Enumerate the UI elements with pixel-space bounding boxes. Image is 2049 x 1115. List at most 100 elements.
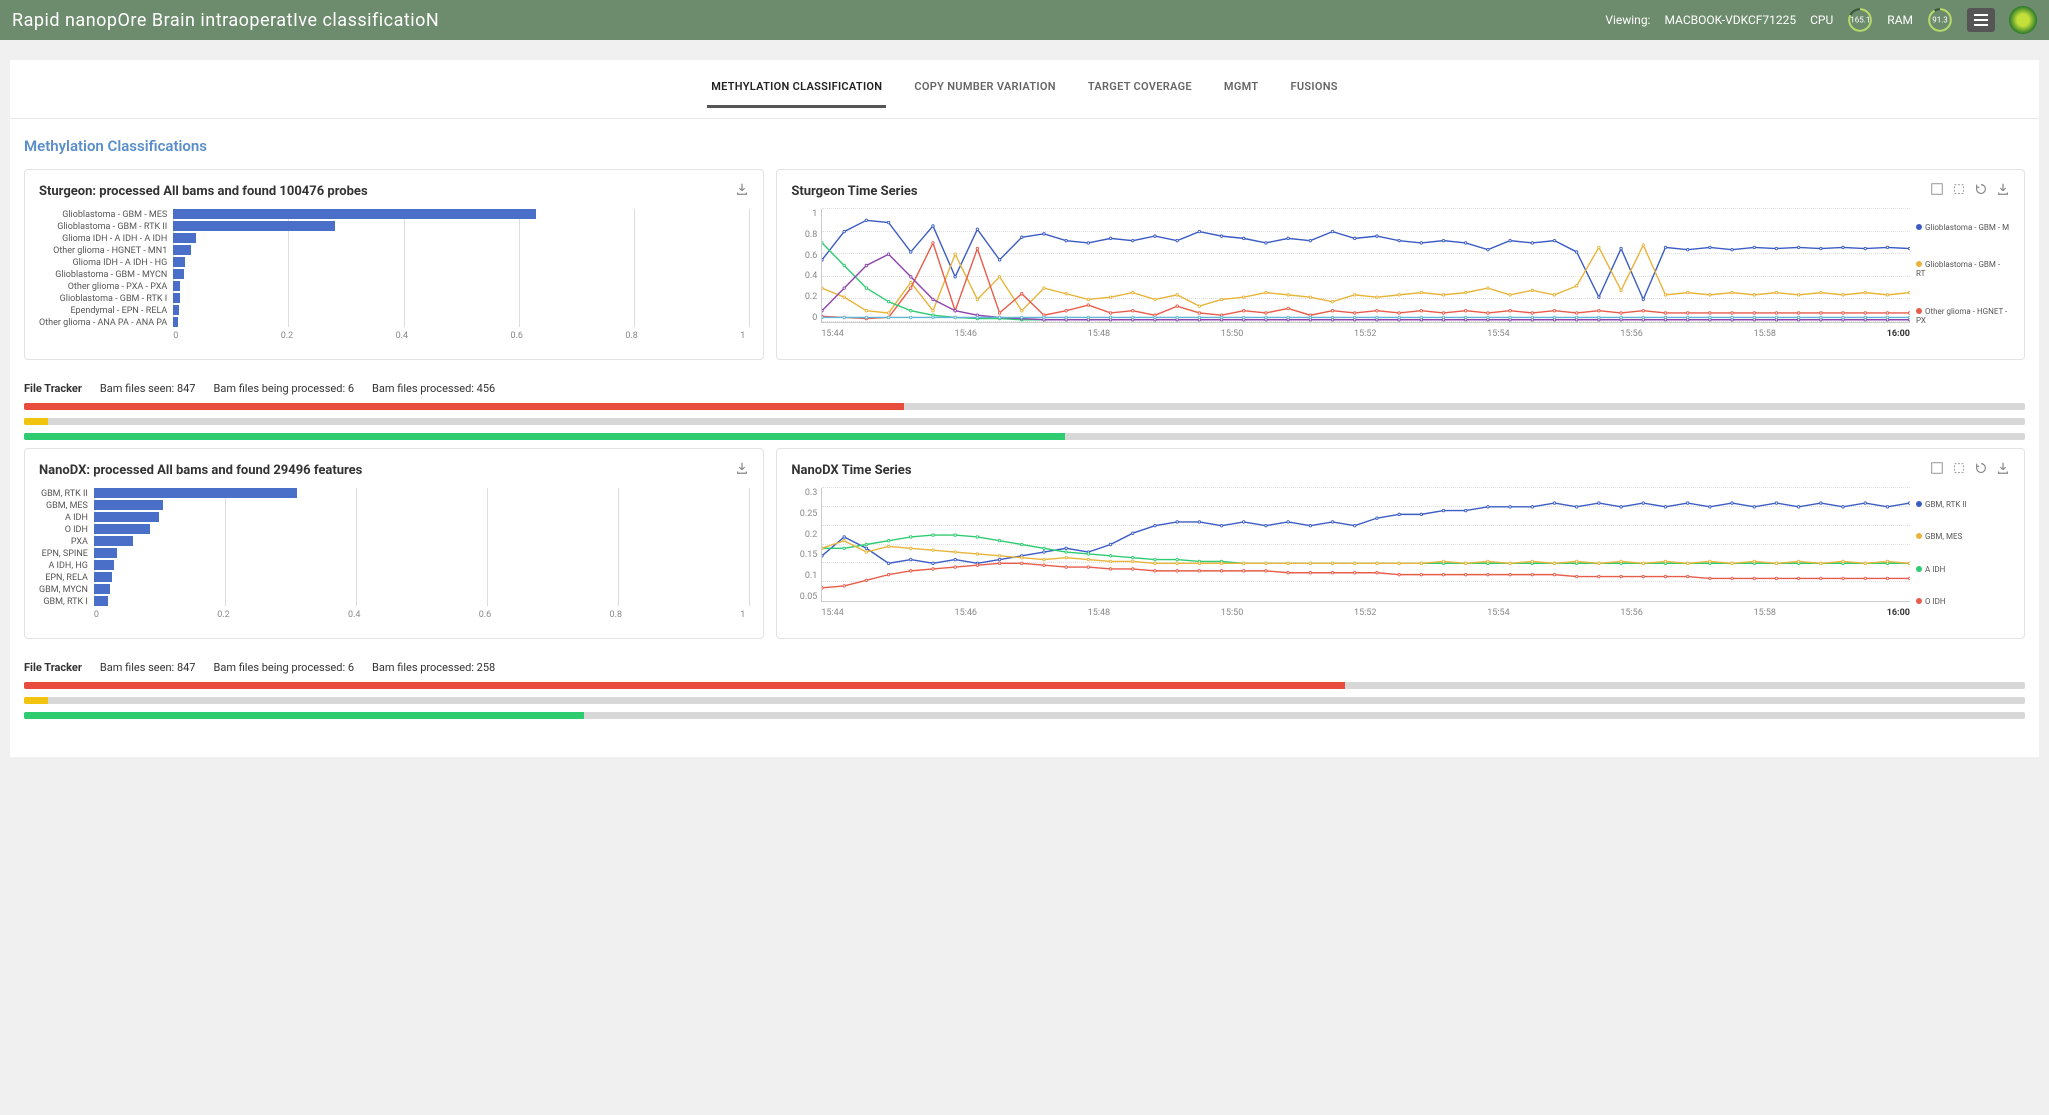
x-tick: 0.6 xyxy=(479,610,492,620)
x-tick: 15:54 xyxy=(1487,608,1509,618)
menu-button[interactable] xyxy=(1967,8,1995,32)
zoom-icon[interactable] xyxy=(1930,461,1944,475)
bar xyxy=(173,281,180,291)
x-tick: 16:00 xyxy=(1887,608,1910,618)
download-icon[interactable] xyxy=(1996,182,2010,196)
progress-bar xyxy=(24,433,2025,440)
ram-value: 91.3 xyxy=(1932,16,1948,25)
bar xyxy=(94,584,110,594)
page-body: Methylation Classifications Sturgeon: pr… xyxy=(10,119,2039,757)
tracker-label: File Tracker xyxy=(24,382,82,395)
bar-category-label: GBM, MYCN xyxy=(39,584,88,596)
x-tick: 0.2 xyxy=(217,610,230,620)
header-right: Viewing: MACBOOK-VDKCF71225 CPU 165.1 RA… xyxy=(1605,6,2037,34)
bar-category-label: Glioblastoma - GBM - MYCN xyxy=(55,269,167,281)
x-tick: 0.6 xyxy=(510,331,523,341)
bar-category-label: GBM, MES xyxy=(46,500,88,512)
ram-gauge: 91.3 xyxy=(1927,7,1953,33)
x-tick: 0 xyxy=(173,331,178,341)
x-tick: 15:56 xyxy=(1620,329,1642,339)
x-tick: 15:44 xyxy=(821,329,843,339)
pan-icon[interactable] xyxy=(1952,182,1966,196)
tracker-processed: Bam files processed: 456 xyxy=(372,382,495,395)
viewing-label: Viewing: xyxy=(1605,13,1650,27)
bar xyxy=(94,512,160,522)
y-tick: 0.1 xyxy=(793,571,817,581)
y-tick: 0 xyxy=(793,313,817,323)
y-tick: 0.4 xyxy=(793,271,817,281)
bar xyxy=(94,596,108,606)
download-icon[interactable] xyxy=(735,182,749,196)
zoom-icon[interactable] xyxy=(1930,182,1944,196)
series-line xyxy=(822,243,1910,320)
x-tick: 15:46 xyxy=(955,329,977,339)
app-title: Rapid nanopOre Brain intraoperatIve clas… xyxy=(12,10,439,31)
x-tick: 15:48 xyxy=(1088,608,1110,618)
download-icon[interactable] xyxy=(1996,461,2010,475)
tab-mgmt[interactable]: MGMT xyxy=(1220,74,1263,108)
bar-category-label: GBM, RTK II xyxy=(41,488,88,500)
tracker-seen: Bam files seen: 847 xyxy=(100,382,196,395)
y-tick: 0.2 xyxy=(793,292,817,302)
y-tick: 0.3 xyxy=(793,488,817,498)
bar xyxy=(173,305,179,315)
tab-fusions[interactable]: FUSIONS xyxy=(1286,74,1341,108)
y-tick: 0.6 xyxy=(793,251,817,261)
bar-category-label: Glioma IDH - A IDH - A IDH xyxy=(62,233,167,245)
tracker-processed: Bam files processed: 258 xyxy=(372,661,495,674)
bar xyxy=(94,524,150,534)
reset-icon[interactable] xyxy=(1974,461,1988,475)
series-line xyxy=(822,563,1910,587)
bar xyxy=(173,245,190,255)
bar xyxy=(94,548,117,558)
bar-category-label: Glioma IDH - A IDH - HG xyxy=(72,257,167,269)
bar xyxy=(173,221,334,231)
panel-title: NanoDX: processed All bams and found 294… xyxy=(39,463,749,478)
tab-copy-number-variation[interactable]: COPY NUMBER VARIATION xyxy=(910,74,1059,108)
legend-item: O IDH xyxy=(1916,597,2010,606)
main-tabs: METHYLATION CLASSIFICATION COPY NUMBER VA… xyxy=(10,60,2039,119)
bar-category-label: EPN, RELA xyxy=(45,572,88,584)
series-line xyxy=(822,254,1910,320)
tracker-processing: Bam files being processed: 6 xyxy=(214,661,355,674)
bar-category-label: EPN, SPINE xyxy=(42,548,88,560)
tracker-seen: Bam files seen: 847 xyxy=(100,661,196,674)
pan-icon[interactable] xyxy=(1952,461,1966,475)
y-tick: 0.2 xyxy=(793,530,817,540)
bar-category-label: PXA xyxy=(71,536,88,548)
bar xyxy=(173,233,196,243)
tracker-processing: Bam files being processed: 6 xyxy=(214,382,355,395)
bar xyxy=(94,536,133,546)
bar-category-label: Other glioma - HGNET - MN1 xyxy=(53,245,167,257)
bar xyxy=(94,572,112,582)
progress-bar xyxy=(24,712,2025,719)
tab-methylation-classification[interactable]: METHYLATION CLASSIFICATION xyxy=(707,74,886,108)
panel-title: Sturgeon: processed All bams and found 1… xyxy=(39,184,749,199)
x-tick: 15:58 xyxy=(1754,608,1776,618)
download-icon[interactable] xyxy=(735,461,749,475)
series-line xyxy=(822,243,1910,319)
viewing-host: MACBOOK-VDKCF71225 xyxy=(1664,13,1796,27)
x-tick: 15:54 xyxy=(1487,329,1509,339)
y-tick: 1 xyxy=(793,209,817,219)
reset-icon[interactable] xyxy=(1974,182,1988,196)
y-tick: 0.15 xyxy=(793,550,817,560)
x-tick: 15:52 xyxy=(1354,608,1376,618)
x-tick: 15:50 xyxy=(1221,329,1243,339)
progress-bar xyxy=(24,697,2025,704)
bar-category-label: Glioblastoma - GBM - RTK II xyxy=(57,221,167,233)
x-tick: 0.8 xyxy=(625,331,638,341)
series-line xyxy=(822,541,1910,564)
x-tick: 15:58 xyxy=(1754,329,1776,339)
tab-target-coverage[interactable]: TARGET COVERAGE xyxy=(1084,74,1196,108)
ram-label: RAM xyxy=(1887,13,1913,27)
x-tick: 15:46 xyxy=(955,608,977,618)
progress-bar xyxy=(24,403,2025,410)
bar xyxy=(94,560,114,570)
series-line xyxy=(822,220,1910,299)
section-title: Methylation Classifications xyxy=(24,137,2025,155)
series-line xyxy=(822,535,1910,563)
bar-category-label: Glioblastoma - GBM - MES xyxy=(62,209,167,221)
x-tick: 0.4 xyxy=(348,610,361,620)
x-tick: 15:52 xyxy=(1354,329,1376,339)
